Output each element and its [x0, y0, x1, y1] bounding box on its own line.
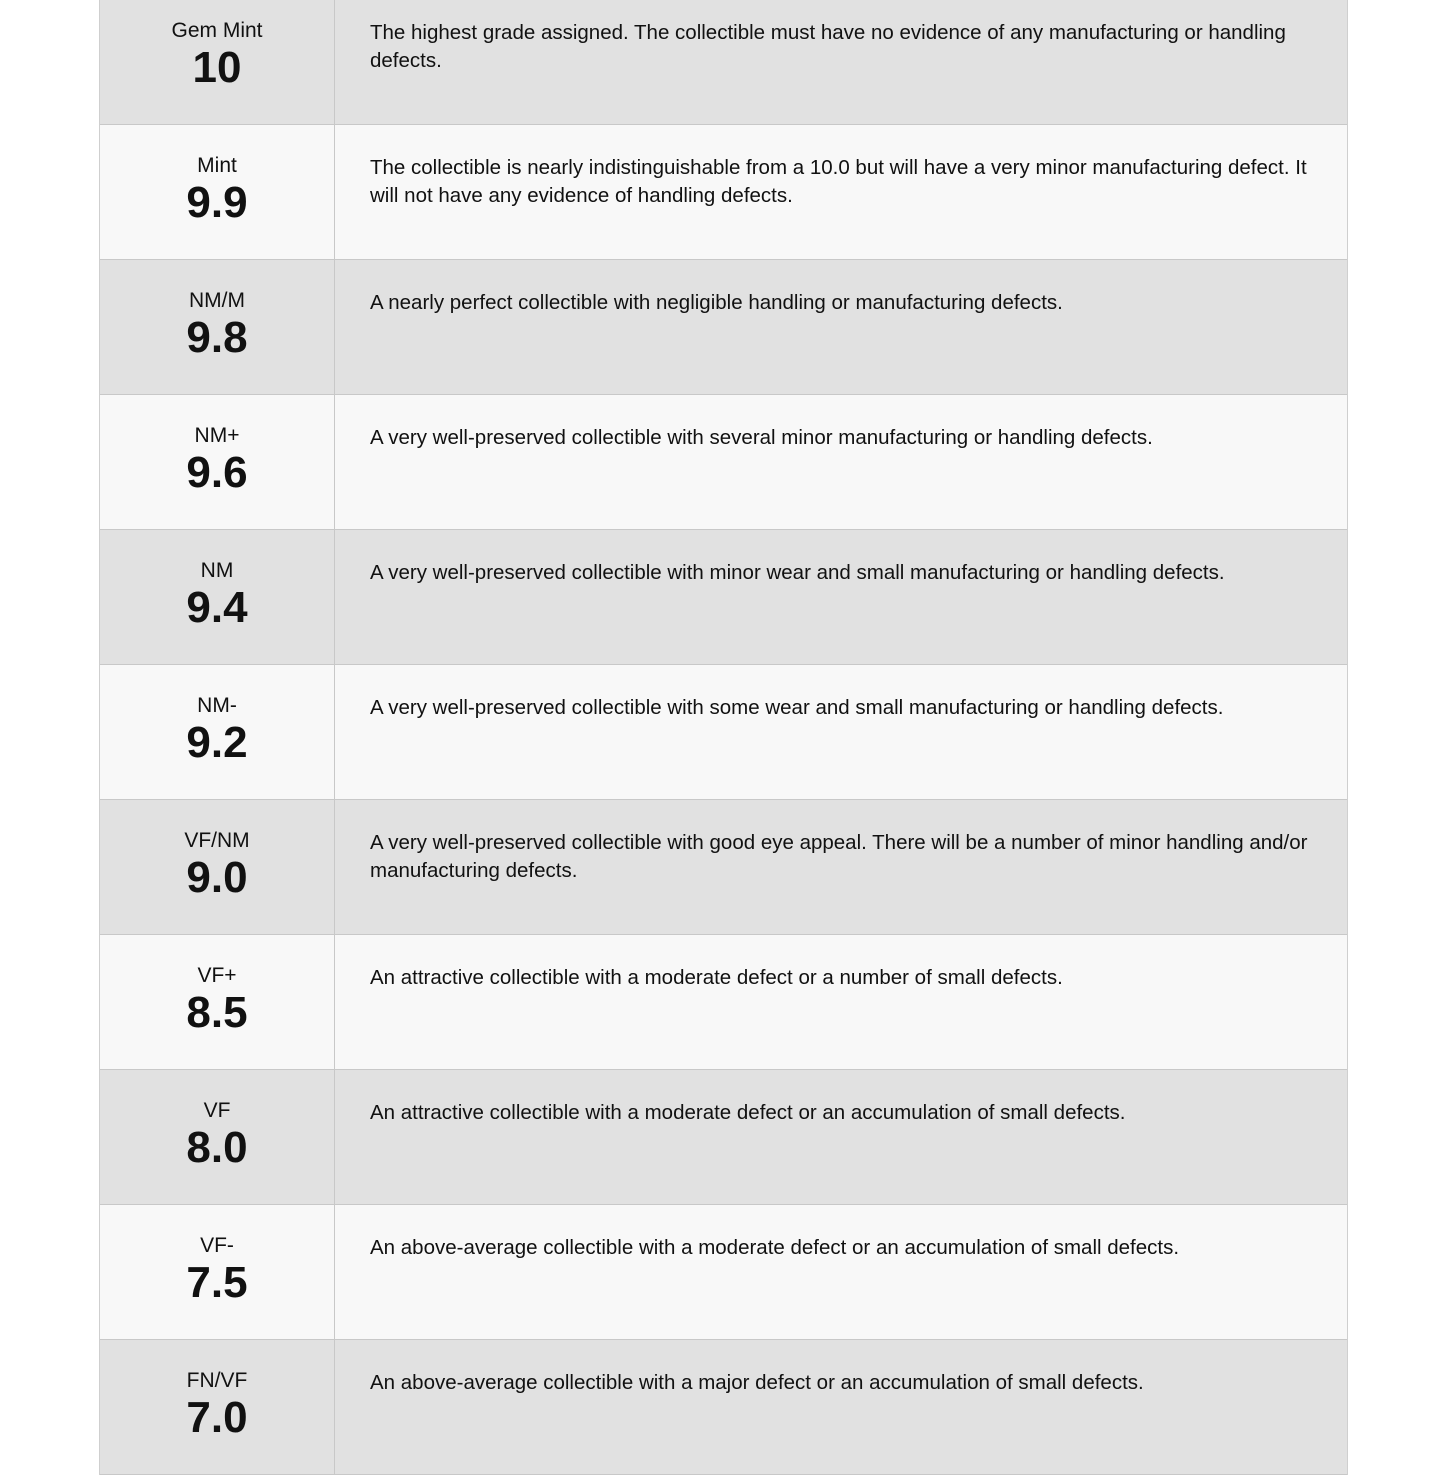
grade-number: 8.0	[186, 1123, 248, 1172]
grade-cell: VF- 7.5	[100, 1205, 335, 1339]
grade-label: NM/M	[189, 289, 245, 312]
grade-label: NM	[200, 559, 234, 582]
grade-description: The highest grade assigned. The collecti…	[370, 21, 1286, 72]
table-row: NM+ 9.6 A very well-preserved collectibl…	[100, 395, 1347, 530]
grade-number: 9.2	[186, 718, 248, 767]
grade-number: 7.0	[186, 1393, 248, 1442]
grade-number: 10	[192, 43, 242, 92]
table-row: VF/NM 9.0 A very well-preserved collecti…	[100, 800, 1347, 935]
grade-number: 8.5	[186, 988, 248, 1037]
grade-label: NM-	[197, 694, 237, 717]
grade-label: NM+	[194, 424, 240, 447]
grade-description: An above-average collectible with a mode…	[370, 1236, 1180, 1259]
grade-description: An attractive collectible with a moderat…	[370, 966, 1063, 989]
grade-cell: NM/M 9.8	[100, 260, 335, 394]
grade-label: Mint	[197, 154, 237, 177]
grade-description: An above-average collectible with a majo…	[370, 1371, 1144, 1394]
grade-number: 9.8	[186, 313, 248, 362]
table-row: NM- 9.2 A very well-preserved collectibl…	[100, 665, 1347, 800]
grade-number: 9.4	[186, 583, 248, 632]
grade-description: A nearly perfect collectible with neglig…	[370, 291, 1063, 314]
grade-number: 9.6	[186, 448, 248, 497]
grade-cell: FN/VF 7.0	[100, 1340, 335, 1474]
grade-label: FN/VF	[186, 1369, 248, 1392]
grade-cell: VF 8.0	[100, 1070, 335, 1204]
grade-cell: NM 9.4	[100, 530, 335, 664]
grade-description: A very well-preserved collectible with g…	[370, 831, 1308, 882]
grade-label: VF+	[197, 964, 237, 987]
grade-description: A very well-preserved collectible with s…	[370, 426, 1153, 449]
grade-cell: Gem Mint 10	[100, 0, 335, 124]
table-row: NM/M 9.8 A nearly perfect collectible wi…	[100, 260, 1347, 395]
grade-number: 9.0	[186, 853, 248, 902]
grade-label: VF/NM	[184, 829, 250, 852]
grade-description: An attractive collectible with a moderat…	[370, 1101, 1126, 1124]
grade-description: A very well-preserved collectible with s…	[370, 696, 1224, 719]
grade-label: VF	[203, 1099, 231, 1122]
table-row: NM 9.4 A very well-preserved collectible…	[100, 530, 1347, 665]
grade-cell: Mint 9.9	[100, 125, 335, 259]
table-row: FN/VF 7.0 An above-average collectible w…	[100, 1340, 1347, 1475]
grade-description: A very well-preserved collectible with m…	[370, 561, 1225, 584]
table-row: VF- 7.5 An above-average collectible wit…	[100, 1205, 1347, 1340]
grade-cell: NM- 9.2	[100, 665, 335, 799]
grading-table: Gem Mint 10 The highest grade assigned. …	[99, 0, 1348, 1475]
grade-cell: VF+ 8.5	[100, 935, 335, 1069]
grade-label: Gem Mint	[171, 19, 263, 42]
grade-cell: NM+ 9.6	[100, 395, 335, 529]
grade-number: 7.5	[186, 1258, 248, 1307]
grade-number: 9.9	[186, 178, 248, 227]
table-row: Gem Mint 10 The highest grade assigned. …	[100, 0, 1347, 125]
table-row: VF+ 8.5 An attractive collectible with a…	[100, 935, 1347, 1070]
grade-description: The collectible is nearly indistinguisha…	[370, 156, 1307, 207]
grade-label: VF-	[200, 1234, 234, 1257]
table-row: VF 8.0 An attractive collectible with a …	[100, 1070, 1347, 1205]
grade-cell: VF/NM 9.0	[100, 800, 335, 934]
table-row: Mint 9.9 The collectible is nearly indis…	[100, 125, 1347, 260]
